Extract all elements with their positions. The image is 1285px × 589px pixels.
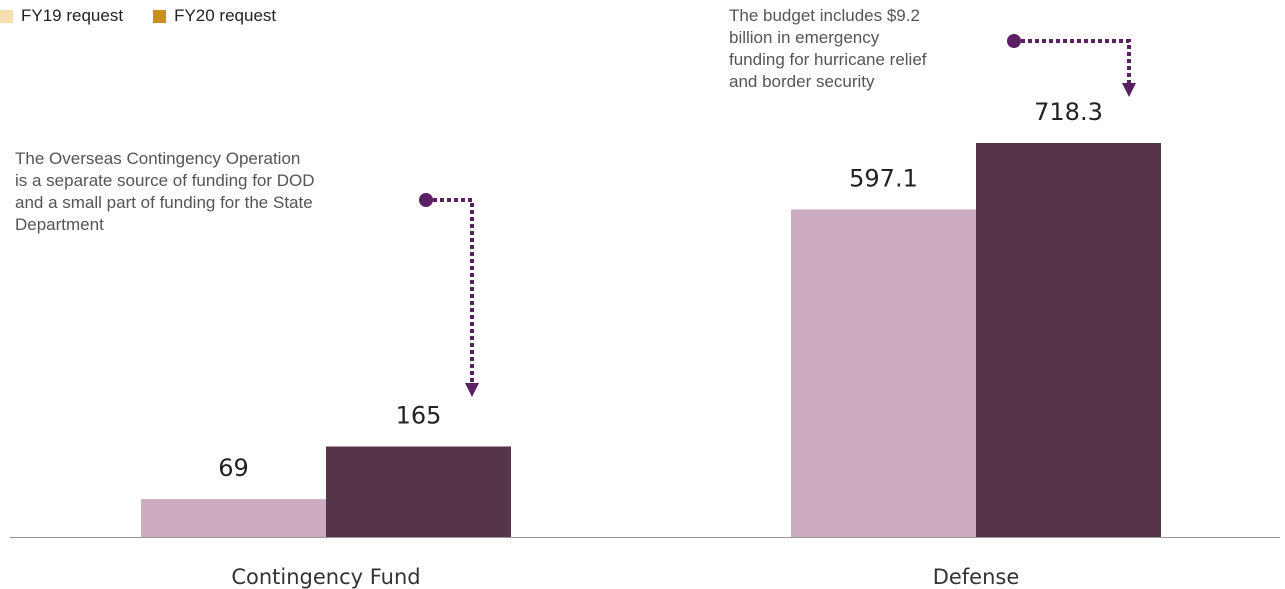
annotation-emergency-line: and border security [729,72,875,91]
value-label-contingency-fy20: 165 [396,401,442,429]
category-label-contingency: Contingency Fund [231,565,420,589]
annotation-arrow-oco-head [465,383,479,397]
bars-group [141,143,1161,538]
category-label-defense: Defense [933,565,1020,589]
value-label-defense-fy20: 718.3 [1034,98,1103,126]
annotation-arrow-emergency-head [1122,83,1136,97]
bar-contingency-fy20 [326,446,511,537]
annotation-arrow-emergency-dot [1007,34,1021,48]
legend-label-fy19: FY19 request [21,6,124,25]
annotation-arrow-emergency-line [1014,39,1131,85]
annotation-oco: The Overseas Contingency Operation is a … [15,148,415,236]
annotation-oco-line: The Overseas Contingency Operation [15,149,301,168]
legend-swatch-fy20 [153,9,167,23]
legend: FY19 request FY20 request [0,6,306,26]
category-labels-group: Contingency Fund Defense [231,565,1019,589]
value-label-contingency-fy19: 69 [218,454,249,482]
annotation-arrow-oco [419,193,479,397]
bar-defense-fy20 [976,143,1161,537]
annotation-oco-line: is a separate source of funding for DOD [15,171,315,190]
annotation-oco-line: Department [15,215,104,234]
value-labels-group: 69 165 597.1 718.3 [218,98,1103,482]
annotation-emergency-line: The budget includes $9.2 [729,6,920,25]
annotation-oco-line: and a small part of funding for the Stat… [15,193,313,212]
annotation-emergency: The budget includes $9.2 billion in emer… [729,5,999,93]
legend-item-fy20: FY20 request [153,6,276,26]
bar-contingency-fy19 [141,499,326,537]
legend-label-fy20: FY20 request [174,6,277,25]
annotation-emergency-line: funding for hurricane relief [729,50,927,69]
annotation-arrow-emergency [1007,34,1136,97]
annotation-emergency-line: billion in emergency [729,28,880,47]
value-label-defense-fy19: 597.1 [849,164,918,192]
bar-defense-fy19 [791,209,976,538]
legend-item-fy19: FY19 request [0,6,123,26]
legend-swatch-fy19 [0,9,13,23]
annotation-arrow-oco-line [426,198,474,385]
annotation-arrows [419,34,1136,397]
annotation-arrow-oco-dot [419,193,433,207]
